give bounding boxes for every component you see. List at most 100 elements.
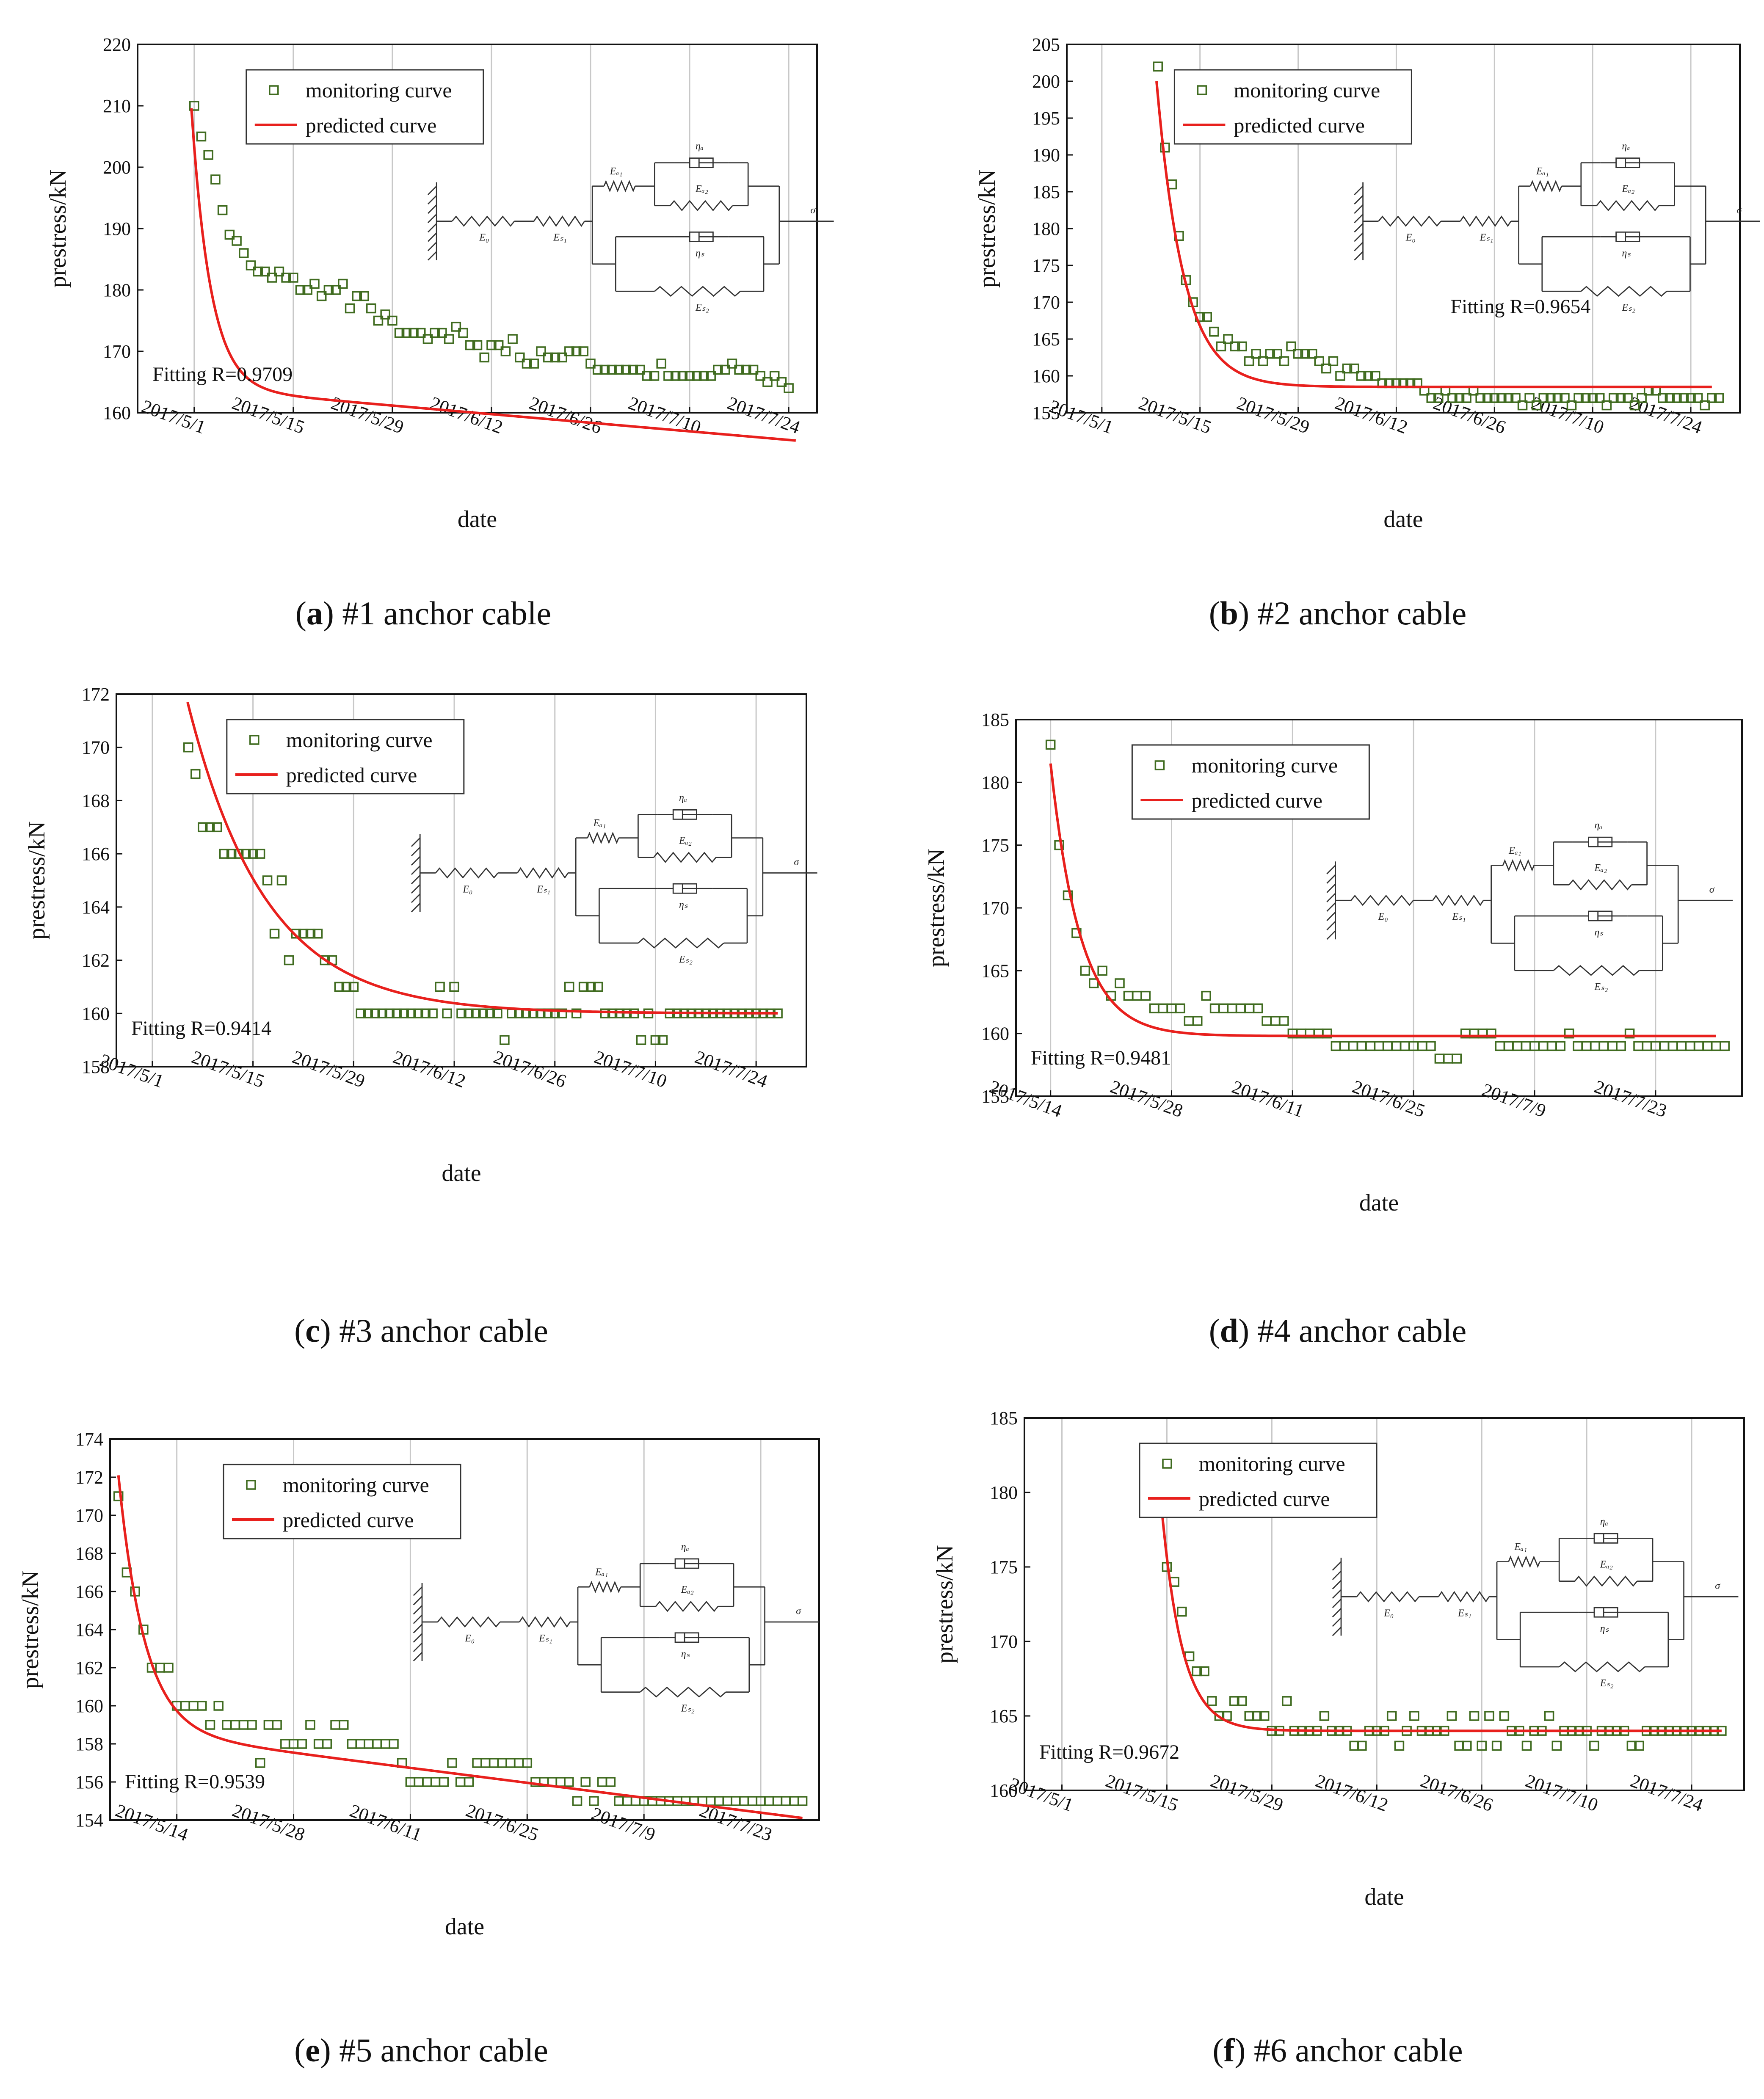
data-point <box>1270 1016 1281 1026</box>
legend-label-monitoring: monitoring curve <box>1191 753 1338 777</box>
data-point <box>592 364 603 375</box>
x-tick-label: 2017/6/12 <box>390 1046 468 1092</box>
legend-marker-monitoring <box>1154 760 1165 770</box>
caption-paren: ( <box>294 1312 305 1349</box>
data-point <box>1262 1016 1272 1026</box>
y-tick-label: 160 <box>82 1003 110 1024</box>
data-point <box>1300 349 1310 359</box>
y-tick-label: 180 <box>990 1482 1018 1503</box>
data-point <box>330 1720 340 1730</box>
symbol-sigma: σ <box>1737 205 1742 216</box>
data-point <box>240 849 251 859</box>
data-point <box>698 371 709 381</box>
legend-marker-monitoring <box>269 85 279 95</box>
data-point <box>1573 1041 1583 1051</box>
y-tick-label: 156 <box>75 1772 103 1793</box>
model-wire <box>427 232 437 242</box>
spring-element <box>654 286 741 297</box>
data-point <box>1434 1054 1445 1064</box>
spring-element <box>1508 1555 1540 1568</box>
data-point <box>380 1739 391 1749</box>
data-point <box>1227 1003 1237 1014</box>
data-point <box>163 1663 174 1673</box>
model-wire <box>1354 214 1364 223</box>
data-point <box>439 1777 449 1787</box>
data-point <box>204 822 215 833</box>
data-point <box>677 371 688 381</box>
data-point <box>471 1008 481 1019</box>
spring-element <box>533 215 585 227</box>
data-point <box>1524 393 1535 403</box>
caption-text: ) #5 anchor cable <box>320 2032 548 2069</box>
data-point <box>513 1758 524 1768</box>
spring-element <box>1574 1575 1638 1587</box>
data-point <box>1365 1041 1375 1051</box>
data-point <box>247 1720 257 1730</box>
data-point <box>1477 1740 1487 1751</box>
data-point <box>1349 363 1359 374</box>
data-point <box>1587 393 1598 403</box>
x-tick-label: 2017/5/28 <box>1107 1076 1185 1121</box>
y-tick-label: 170 <box>981 898 1009 918</box>
y-tick-label: 185 <box>981 709 1009 730</box>
y-tick-label: 164 <box>75 1619 103 1640</box>
y-tick-label: 160 <box>990 1780 1018 1801</box>
data-point <box>550 352 560 363</box>
symbol-eta-s: ηₛ <box>1622 248 1631 259</box>
model-wire <box>411 856 421 866</box>
data-point <box>564 346 574 356</box>
data-point <box>607 364 617 375</box>
x-tick-label: 2017/6/26 <box>1418 1770 1496 1815</box>
x-tick-label: 2017/5/14 <box>987 1076 1065 1121</box>
data-point <box>1574 393 1584 403</box>
data-point <box>267 273 277 283</box>
model-wire <box>1326 902 1336 912</box>
symbol-es2: Eₛ₂ <box>679 954 693 965</box>
plot-frame <box>1015 719 1743 1097</box>
panel-caption: (b) #2 anchor cable <box>1209 595 1467 632</box>
data-point <box>1686 393 1696 403</box>
symbol-ef: E₀ <box>462 884 472 895</box>
data-point <box>198 822 208 833</box>
data-point <box>1045 739 1056 750</box>
data-point <box>1335 371 1345 381</box>
model-wire <box>411 884 421 894</box>
model-wire <box>427 223 437 233</box>
data-point <box>1236 1003 1246 1014</box>
data-point <box>339 1720 349 1730</box>
data-point <box>762 377 773 387</box>
y-tick-label: 155 <box>981 1086 1009 1107</box>
data-point <box>1218 1003 1228 1014</box>
data-point <box>1546 393 1556 403</box>
data-point <box>1475 393 1485 403</box>
data-point <box>313 1739 324 1749</box>
data-point <box>1253 1003 1263 1014</box>
caption-paren: ( <box>294 2032 305 2069</box>
symbol-eta-s: ηₛ <box>679 899 688 910</box>
data-point <box>1426 393 1436 403</box>
data-point <box>1486 1028 1496 1039</box>
data-point <box>706 371 716 381</box>
data-point <box>1374 1041 1384 1051</box>
symbol-ef: E₀ <box>479 232 489 243</box>
data-point <box>536 346 546 356</box>
y-tick-label: 166 <box>75 1581 103 1602</box>
y-tick-label: 170 <box>75 1505 103 1526</box>
data-point <box>578 982 589 992</box>
y-tick-label: 175 <box>981 835 1009 856</box>
legend-box <box>1131 744 1370 820</box>
data-point <box>1314 356 1324 366</box>
model-wire <box>427 242 437 251</box>
data-point <box>585 982 596 992</box>
legend-label-predicted: predicted curve <box>1234 113 1365 137</box>
data-point <box>1209 326 1219 337</box>
x-tick-label: 2017/6/12 <box>1313 1770 1391 1815</box>
data-point <box>1629 400 1640 411</box>
data-point <box>571 346 582 356</box>
legend-label-monitoring: monitoring curve <box>306 78 452 102</box>
model-wire <box>413 1652 422 1661</box>
model-wire <box>411 874 421 885</box>
data-point <box>263 1720 274 1730</box>
model-wire <box>413 1633 422 1643</box>
symbol-ea2: Eₐ₂ <box>1600 1559 1613 1570</box>
